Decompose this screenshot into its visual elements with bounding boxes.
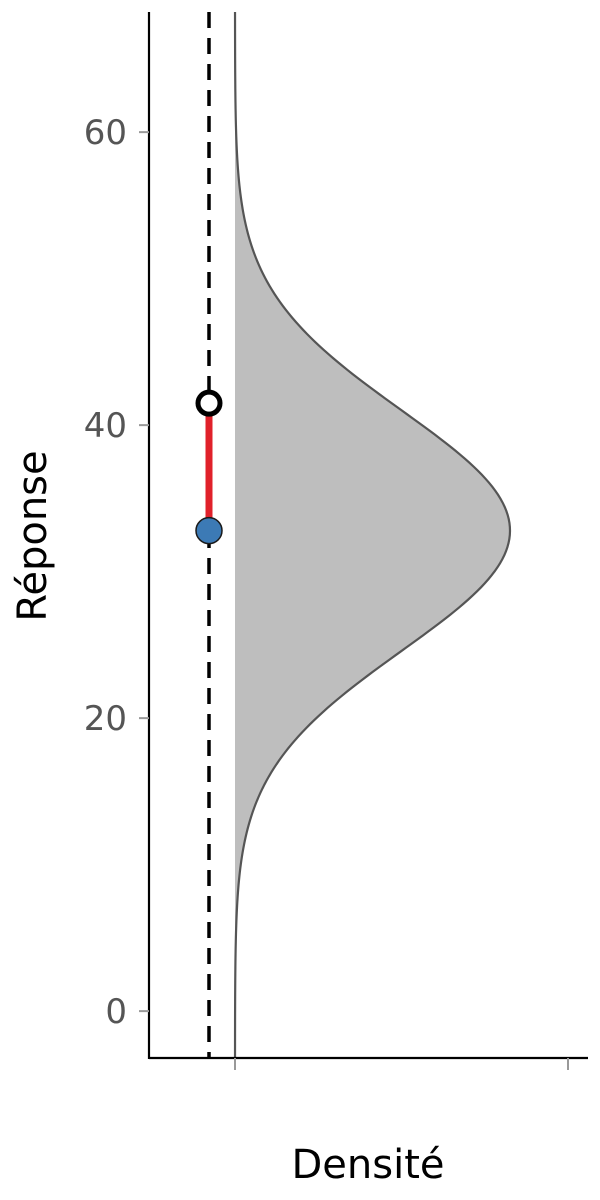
density-fill bbox=[235, 12, 510, 1058]
x-axis-title: Densité bbox=[291, 1142, 444, 1188]
y-tick-label: 40 bbox=[84, 406, 127, 446]
plot-area: 0 20 40 60 bbox=[84, 11, 588, 1070]
density-curve bbox=[233, 11, 512, 1058]
y-tick-label: 0 bbox=[105, 992, 127, 1032]
y-axis-title: Réponse bbox=[10, 450, 56, 621]
y-tick-label: 60 bbox=[84, 113, 127, 153]
y-tick-label: 20 bbox=[84, 699, 127, 739]
filled-point bbox=[195, 516, 223, 545]
open-point bbox=[195, 389, 223, 417]
